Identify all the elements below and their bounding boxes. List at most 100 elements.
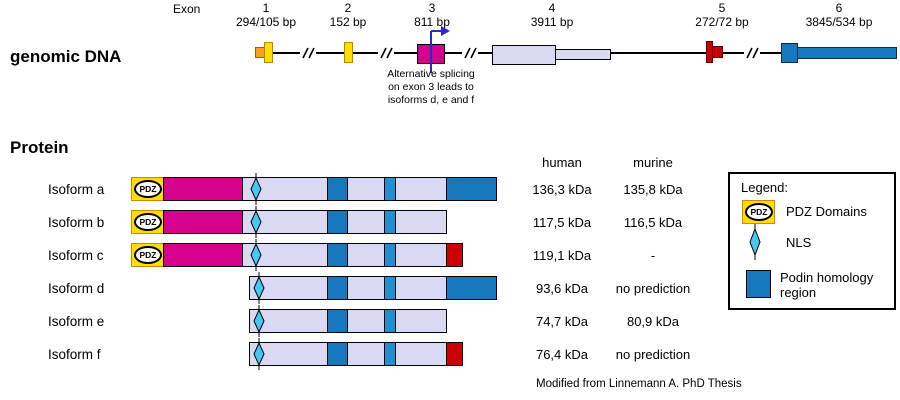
dna-break-icon — [744, 45, 760, 61]
linker-segment — [395, 210, 447, 234]
exon-4-number: 4 — [548, 1, 556, 15]
legend-item-podin: Podin homology region — [780, 270, 874, 300]
splice-annotation-line1: Alternative splicing — [387, 68, 475, 80]
podin-homology-segment — [327, 276, 348, 300]
nls-icon — [250, 206, 262, 238]
isoform-e-murine-kda: 80,9 kDa — [626, 314, 680, 329]
magenta-domain — [163, 210, 243, 234]
exon-axis-label: Exon — [173, 2, 201, 16]
linker-segment — [347, 342, 385, 366]
isoform-c-label: Isoform c — [48, 248, 104, 263]
exon-2-number: 2 — [344, 1, 352, 15]
legend-title: Legend: — [741, 180, 788, 195]
nls-icon — [253, 338, 265, 370]
nls-icon — [253, 272, 265, 304]
exon-6-number: 6 — [835, 1, 843, 15]
column-header-murine: murine — [633, 155, 673, 170]
c-terminal-red-segment — [446, 342, 463, 366]
linker-segment — [249, 309, 328, 333]
podin-homology-segment — [327, 177, 348, 201]
exon-1-number: 1 — [262, 1, 270, 15]
splice-annotation: Alternative splicing on exon 3 leads to … — [366, 68, 496, 107]
legend-nls-icon — [749, 224, 761, 260]
nls-icon — [253, 305, 265, 337]
isoform-row-e: Isoform e — [0, 305, 900, 337]
splice-annotation-line3: isoforms d, e and f — [387, 94, 475, 106]
isoform-e-label: Isoform e — [48, 314, 105, 329]
isoform-row-d: Isoform d — [0, 272, 900, 304]
c-terminal-blue-segment — [446, 177, 497, 201]
pdz-domain-box: PDZ — [131, 177, 164, 201]
exon-4-box-utr — [555, 49, 611, 60]
isoform-a-murine-kda: 135,8 kDa — [623, 182, 683, 197]
exon-2-box — [344, 42, 353, 63]
splice-annotation-line2: on exon 3 leads to — [388, 81, 474, 93]
exon-1-size: 294/105 bp — [235, 15, 297, 29]
pdz-domain-box: PDZ — [131, 243, 164, 267]
pdz-oval: PDZ — [134, 213, 162, 231]
isoform-f-label: Isoform f — [48, 347, 101, 362]
exon-3-header: 3 811 bp — [414, 1, 450, 29]
isoform-row-c: Isoform c PDZ — [0, 239, 900, 271]
isoform-d-human-kda: 93,6 kDa — [535, 281, 589, 296]
isoform-b-label: Isoform b — [48, 215, 105, 230]
isoform-d-label: Isoform d — [48, 281, 105, 296]
exon-3-size: 811 bp — [414, 15, 450, 29]
isoform-a-label: Isoform a — [48, 182, 105, 197]
dna-break-icon — [378, 45, 394, 61]
isoform-row-a: Isoform a PDZ — [0, 173, 900, 205]
exon-4-size: 3911 bp — [530, 15, 574, 29]
linker-segment — [395, 276, 447, 300]
podin-homology-segment — [327, 309, 348, 333]
c-terminal-blue-segment — [446, 276, 497, 300]
linker-segment — [395, 243, 447, 267]
citation-text: Modified from Linnemann A. PhD Thesis — [536, 378, 742, 390]
isoform-e-human-kda: 74,7 kDa — [535, 314, 589, 329]
linker-segment — [249, 276, 328, 300]
linker-segment — [395, 342, 447, 366]
linker-segment — [395, 177, 447, 201]
pdz-oval: PDZ — [134, 180, 162, 198]
isoform-c-human-kda: 119,1 kDa — [532, 248, 592, 263]
pdz-oval: PDZ — [745, 203, 773, 221]
legend-box: Legend: PDZ PDZ Domains NLS Podin homolo… — [728, 172, 896, 310]
linker-segment — [395, 309, 447, 333]
isoform-c-murine-kda: - — [650, 248, 656, 263]
isoform-b-human-kda: 117,5 kDa — [532, 215, 592, 230]
linker-segment — [347, 243, 385, 267]
genomic-dna-label: genomic DNA — [10, 47, 122, 66]
isoform-b-murine-kda: 116,5 kDa — [623, 215, 683, 230]
magenta-domain — [163, 243, 243, 267]
exon-5-number: 5 — [718, 1, 726, 15]
exon-4-header: 4 3911 bp — [531, 1, 574, 29]
exon-6-size: 3845/534 bp — [805, 15, 873, 29]
exon-1-box — [264, 42, 273, 63]
linker-segment — [347, 210, 385, 234]
isoform-f-murine-kda: no prediction — [615, 347, 691, 362]
exon-6-box — [781, 43, 798, 63]
exon-5-header: 5 272/72 bp — [695, 1, 748, 29]
isoform-f-human-kda: 76,4 kDa — [535, 347, 589, 362]
isoform-a-human-kda: 136,3 kDa — [532, 182, 592, 197]
dna-break-icon — [300, 45, 316, 61]
exon-2-header: 2 152 bp — [330, 1, 367, 29]
nls-icon — [250, 239, 262, 271]
podin-homology-segment — [327, 243, 348, 267]
isoform-row-f: Isoform f — [0, 338, 900, 370]
linker-segment — [347, 177, 385, 201]
exon-6-header: 6 3845/534 bp — [806, 1, 873, 29]
podin-homology-segment — [327, 342, 348, 366]
column-header-human: human — [542, 155, 582, 170]
exon-3-number: 3 — [428, 1, 436, 15]
exon-5-box-utr — [712, 46, 723, 58]
c-terminal-red-segment — [446, 243, 463, 267]
linker-segment — [347, 309, 385, 333]
splice-arrow-icon — [430, 26, 450, 73]
magenta-domain — [163, 177, 243, 201]
exon-1-header: 1 294/105 bp — [236, 1, 296, 29]
exon-5-size: 272/72 bp — [695, 15, 749, 29]
pdz-domain-box: PDZ — [131, 210, 164, 234]
legend-item-pdz-domains: PDZ Domains — [786, 204, 867, 219]
protein-section-label: Protein — [10, 138, 69, 157]
